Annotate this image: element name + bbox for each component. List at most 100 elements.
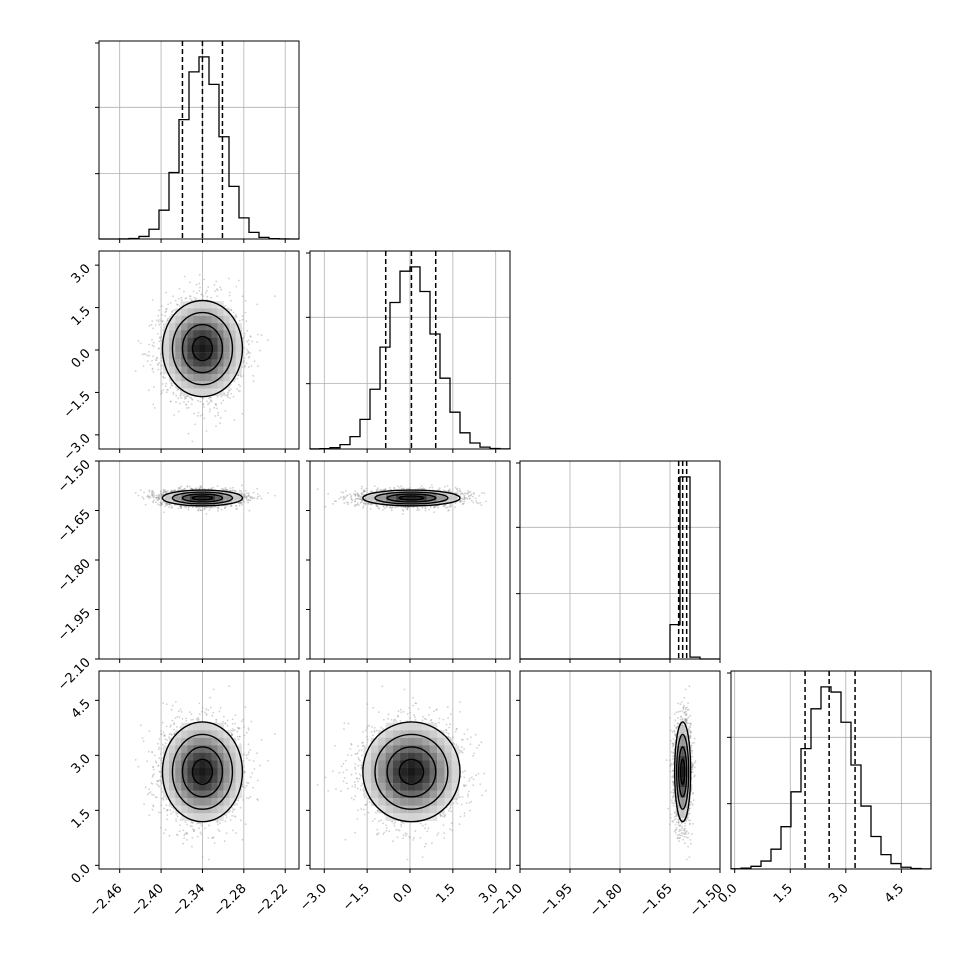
sample-point [206, 296, 208, 298]
sample-point [153, 492, 155, 494]
sample-point [219, 422, 221, 424]
sample-point [166, 391, 168, 393]
sample-point [237, 374, 239, 376]
sample-point [198, 283, 200, 285]
sample-point [145, 353, 147, 355]
sample-point [189, 486, 191, 488]
sample-point [244, 365, 246, 367]
sample-point [161, 365, 163, 367]
sample-point [175, 300, 177, 302]
y-tick-label: 3.0 [69, 261, 94, 286]
density-cell [181, 323, 187, 330]
sample-point [199, 287, 201, 289]
sample-point [213, 407, 215, 409]
sample-point [217, 396, 219, 398]
sample-point [171, 311, 173, 313]
sample-point [257, 365, 259, 367]
sample-point [259, 350, 261, 352]
sample-point [148, 389, 150, 391]
sample-point [161, 372, 163, 374]
sample-point [203, 406, 205, 408]
sample-point [236, 508, 238, 510]
density-cell [199, 345, 205, 352]
sample-point [184, 298, 186, 300]
sample-point [152, 355, 154, 357]
sample-point [161, 314, 163, 316]
density-cell [218, 323, 224, 330]
sample-point [242, 319, 244, 321]
sample-point [175, 489, 177, 491]
panel-0-0 [95, 41, 299, 243]
sample-point [158, 494, 160, 496]
sample-point [208, 402, 210, 404]
sample-point [253, 380, 255, 382]
sample-point [217, 289, 219, 291]
sample-point [246, 500, 248, 502]
sample-point [242, 315, 244, 317]
sample-point [234, 419, 236, 421]
sample-point [157, 315, 159, 317]
sample-point [143, 365, 145, 367]
sample-point [155, 324, 157, 326]
sample-point [231, 309, 233, 311]
sample-point [230, 300, 232, 302]
sample-point [179, 288, 181, 290]
density-cell [199, 352, 205, 359]
panel-1-0: −3.0−1.50.01.53.0 [61, 251, 299, 464]
sample-point [199, 274, 201, 276]
sample-point [239, 390, 241, 392]
density-cell [169, 323, 175, 330]
sample-point [165, 311, 167, 313]
density-cell [175, 345, 181, 352]
sample-point [225, 487, 227, 489]
sample-point [162, 383, 164, 385]
sample-point [162, 501, 164, 503]
sample-point [194, 424, 196, 426]
sample-point [159, 501, 161, 503]
sample-point [259, 495, 261, 497]
sample-point [189, 295, 191, 297]
sample-point [181, 299, 183, 301]
sample-point [196, 284, 198, 286]
density-cell [181, 309, 187, 316]
density-cell [230, 323, 236, 330]
sample-point [248, 343, 250, 345]
density-cell [199, 389, 205, 396]
density-cell [205, 389, 211, 396]
sample-point [198, 506, 200, 508]
density-cell [199, 338, 205, 345]
sample-point [180, 485, 182, 487]
sample-point [164, 505, 166, 507]
sample-point [200, 415, 202, 417]
density-cell [193, 374, 199, 381]
sample-point [220, 402, 222, 404]
sample-point [233, 312, 235, 314]
sample-point [249, 352, 251, 354]
sample-point [179, 403, 181, 405]
sample-point [151, 369, 153, 371]
sample-point [178, 487, 180, 489]
sample-point [155, 497, 157, 499]
sample-point [178, 298, 180, 300]
sample-point [225, 305, 227, 307]
density-cell [175, 338, 181, 345]
sample-point [246, 330, 248, 332]
sample-point [216, 295, 218, 297]
sample-point [191, 403, 193, 405]
sample-point [223, 400, 225, 402]
sample-point [221, 396, 223, 398]
sample-point [246, 492, 248, 494]
sample-point [173, 393, 175, 395]
sample-point [189, 281, 191, 283]
sample-point [161, 305, 163, 307]
density-cell [181, 381, 187, 388]
sample-point [180, 487, 182, 489]
sample-point [184, 276, 186, 278]
sample-point [170, 302, 172, 304]
sample-point [230, 393, 232, 395]
sample-point [166, 308, 168, 310]
sample-point [166, 321, 168, 323]
sample-point [248, 492, 250, 494]
sample-point [241, 484, 243, 486]
